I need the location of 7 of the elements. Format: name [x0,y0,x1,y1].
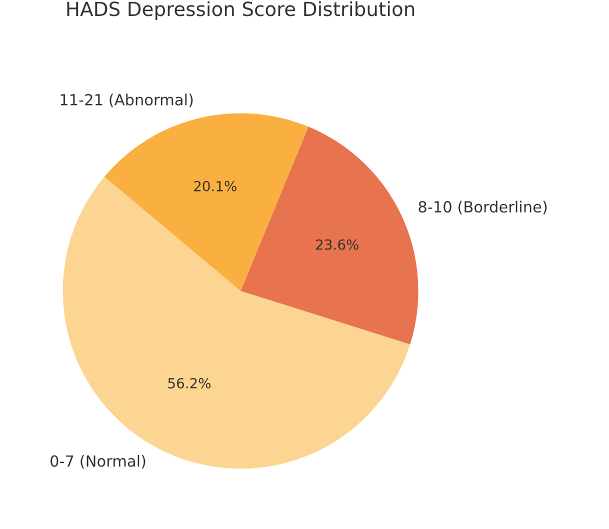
data-label: 23.6% [316,239,358,250]
slice-label: 8-10 (Borderline) [418,200,547,214]
data-label: 56.2% [168,378,211,388]
slice-label: 0-7 (Normal) [50,454,146,469]
chart-title: HADS Depression Score Distribution [67,1,414,20]
data-label: 20.1% [194,180,236,192]
slice-label: 11-21 (Abnormal) [60,94,193,108]
